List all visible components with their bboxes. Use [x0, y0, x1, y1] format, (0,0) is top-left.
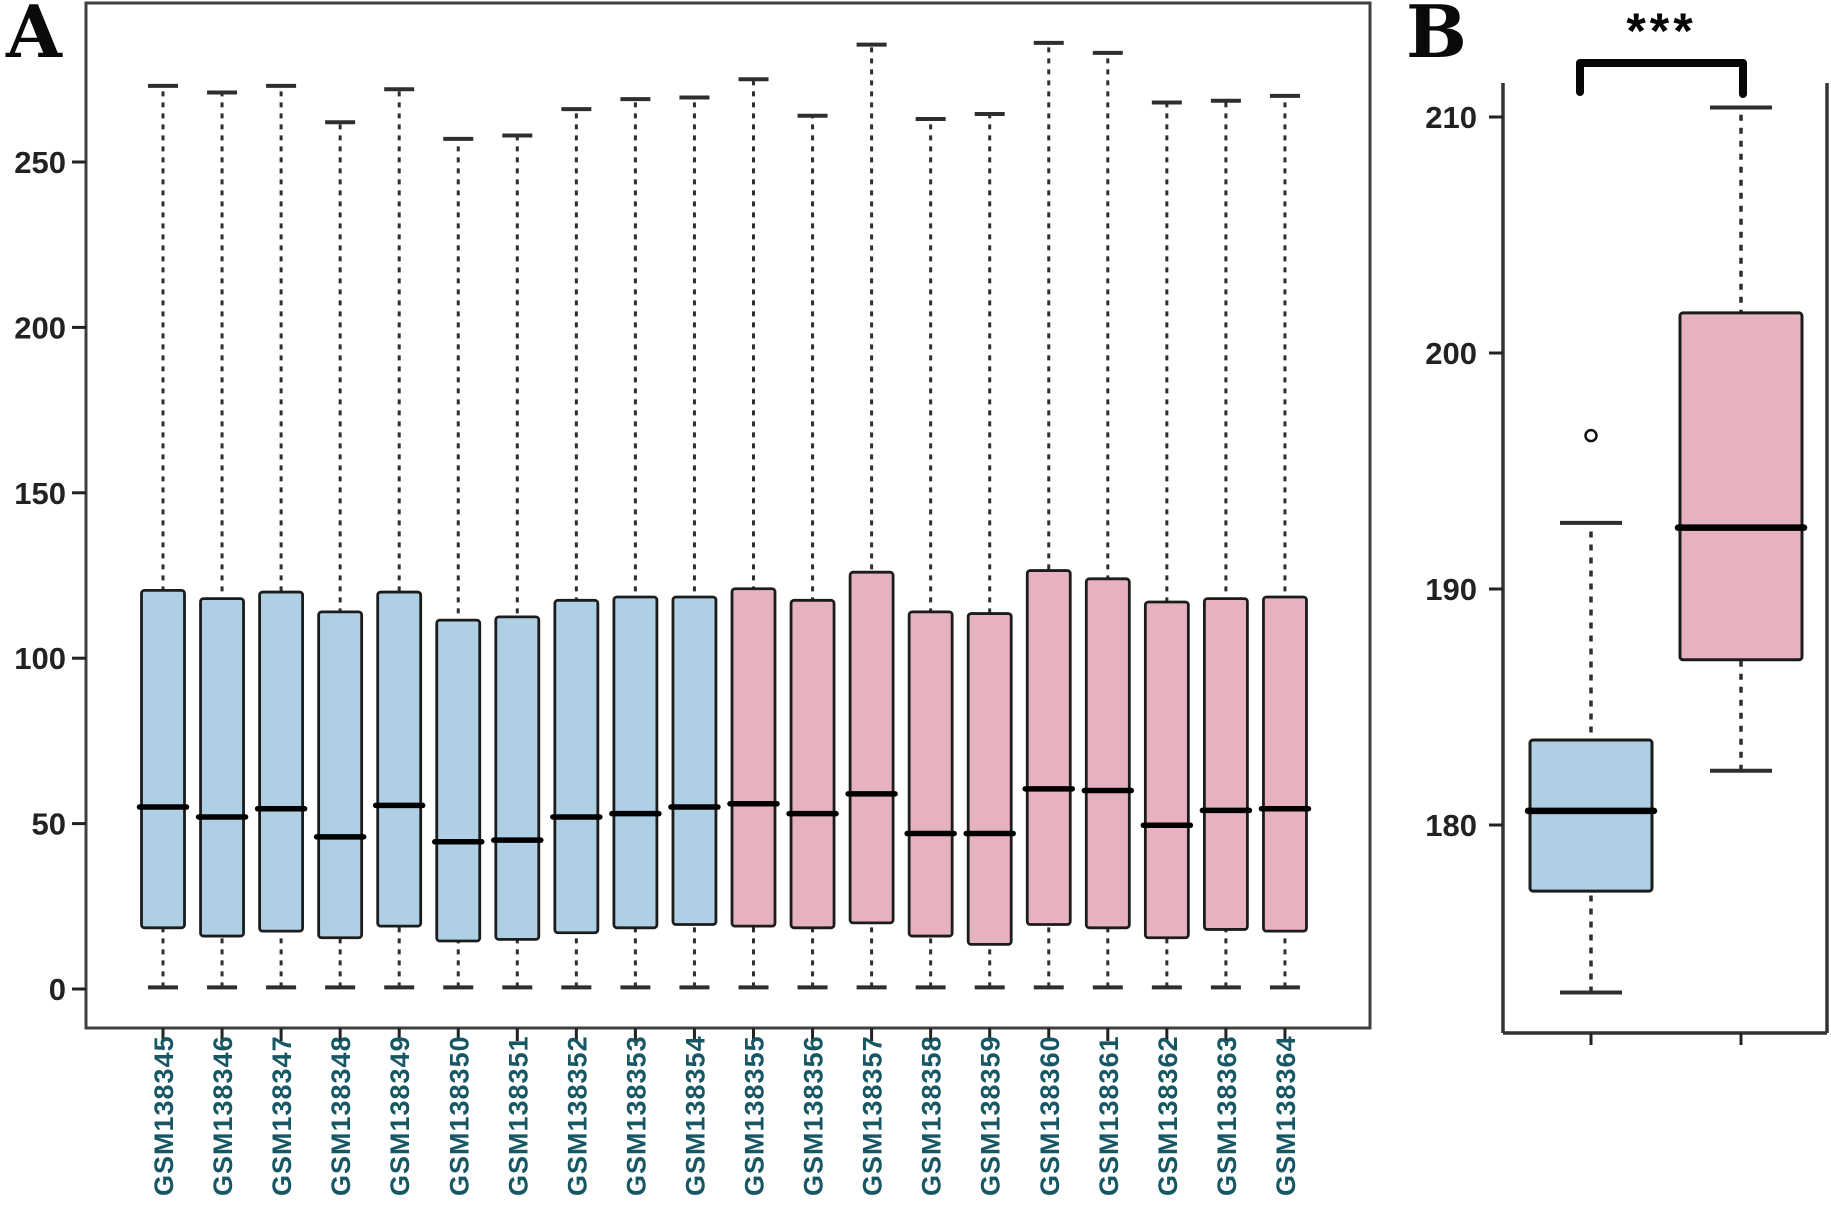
x-category-label: GSM138352	[562, 1035, 592, 1196]
y-tick-label: 250	[14, 145, 66, 180]
boxplot-box-GSM138357	[845, 42, 898, 990]
boxplot-box-GSM138348	[313, 120, 367, 990]
iqr-box	[1203, 597, 1249, 931]
boxplot-box-GSM138346	[195, 90, 249, 990]
boxplot-box-GSM138353	[609, 97, 662, 990]
iqr-box	[1262, 595, 1308, 933]
iqr-box	[730, 587, 777, 928]
iqr-box	[848, 570, 895, 925]
iqr-box	[789, 598, 836, 930]
iqr-box	[553, 598, 600, 935]
iqr-box	[317, 610, 364, 940]
x-category-label: GSM138351	[503, 1035, 533, 1196]
y-tick-label: 200	[1425, 336, 1477, 371]
iqr-box	[1528, 738, 1654, 893]
iqr-box	[671, 595, 718, 926]
panel-b-label: B	[1406, 0, 1467, 74]
boxplot-box-GSM138345	[136, 83, 190, 990]
boxplot-box-GSM138350	[432, 136, 485, 990]
x-category-label: GSM138353	[621, 1035, 651, 1196]
panel-a: 0 50 100 150 200 250 GSM138345 GSM138346 GSM1383…	[14, 1, 1372, 1196]
panel-b: 180 190 200 210 ***	[1425, 3, 1829, 1045]
x-category-label: GSM138346	[208, 1035, 238, 1196]
x-category-label: GSM138364	[1271, 1035, 1301, 1196]
x-category-label: GSM138355	[740, 1035, 770, 1196]
y-tick-label: 180	[1425, 808, 1477, 843]
x-category-label: GSM138361	[1094, 1035, 1124, 1196]
x-category-label: GSM138356	[799, 1035, 829, 1196]
boxplot-box-blue	[1524, 428, 1658, 995]
boxplot-box-GSM138354	[668, 95, 721, 990]
x-category-label: GSM138359	[976, 1035, 1006, 1196]
x-category-label: GSM138358	[917, 1035, 947, 1196]
boxplot-box-pink	[1674, 105, 1808, 773]
x-category-label: GSM138360	[1035, 1035, 1065, 1196]
y-tick-label: 50	[32, 807, 66, 842]
y-tick-label: 190	[1425, 572, 1477, 607]
boxplot-box-GSM138359	[963, 112, 1016, 990]
y-tick-label: 150	[14, 476, 66, 511]
y-tick-label: 0	[49, 972, 66, 1007]
panel-a-label: A	[6, 0, 62, 74]
significance-stars: ***	[1626, 3, 1696, 59]
boxplot-box-GSM138356	[786, 113, 839, 990]
x-category-label: GSM138345	[149, 1035, 179, 1196]
x-category-label: GSM138354	[680, 1035, 710, 1196]
x-category-label: GSM138362	[1153, 1035, 1183, 1196]
boxplot-box-GSM138364	[1258, 93, 1312, 990]
iqr-box	[966, 612, 1013, 946]
iqr-box	[907, 610, 954, 938]
significance-bracket	[1576, 59, 1747, 98]
boxplot-box-GSM138349	[372, 87, 426, 990]
y-tick-label: 210	[1425, 100, 1477, 135]
x-category-label: GSM138348	[326, 1035, 356, 1196]
boxplot-box-GSM138361	[1081, 50, 1135, 990]
boxplot-box-GSM138352	[550, 107, 603, 990]
iqr-box	[1025, 569, 1072, 926]
iqr-box	[376, 590, 423, 928]
y-tick-label: 100	[14, 641, 66, 676]
iqr-box	[258, 590, 305, 933]
iqr-box	[140, 588, 186, 930]
x-category-label: GSM138350	[444, 1035, 474, 1196]
boxplot-box-GSM138363	[1199, 98, 1253, 990]
outlier-point	[1584, 428, 1598, 443]
boxplot-box-GSM138360	[1022, 40, 1075, 990]
plot-frame	[84, 1, 1372, 1030]
iqr-box	[1084, 577, 1131, 930]
boxplot-box-GSM138347	[254, 83, 308, 990]
boxplot-box-GSM138362	[1140, 100, 1194, 990]
iqr-box	[1678, 311, 1804, 662]
x-category-label: GSM138357	[858, 1035, 888, 1196]
boxplot-box-GSM138355	[727, 77, 780, 990]
boxplot-box-GSM138358	[904, 116, 957, 990]
iqr-box	[435, 618, 482, 943]
iqr-box	[612, 595, 659, 930]
y-tick-label: 200	[14, 310, 66, 345]
boxplot-box-GSM138351	[491, 133, 544, 990]
iqr-box	[494, 615, 541, 941]
iqr-box	[1143, 600, 1190, 940]
iqr-box	[199, 597, 245, 938]
x-category-label: GSM138349	[385, 1035, 415, 1196]
x-category-label: GSM138363	[1212, 1035, 1242, 1196]
x-category-label: GSM138347	[267, 1035, 297, 1196]
